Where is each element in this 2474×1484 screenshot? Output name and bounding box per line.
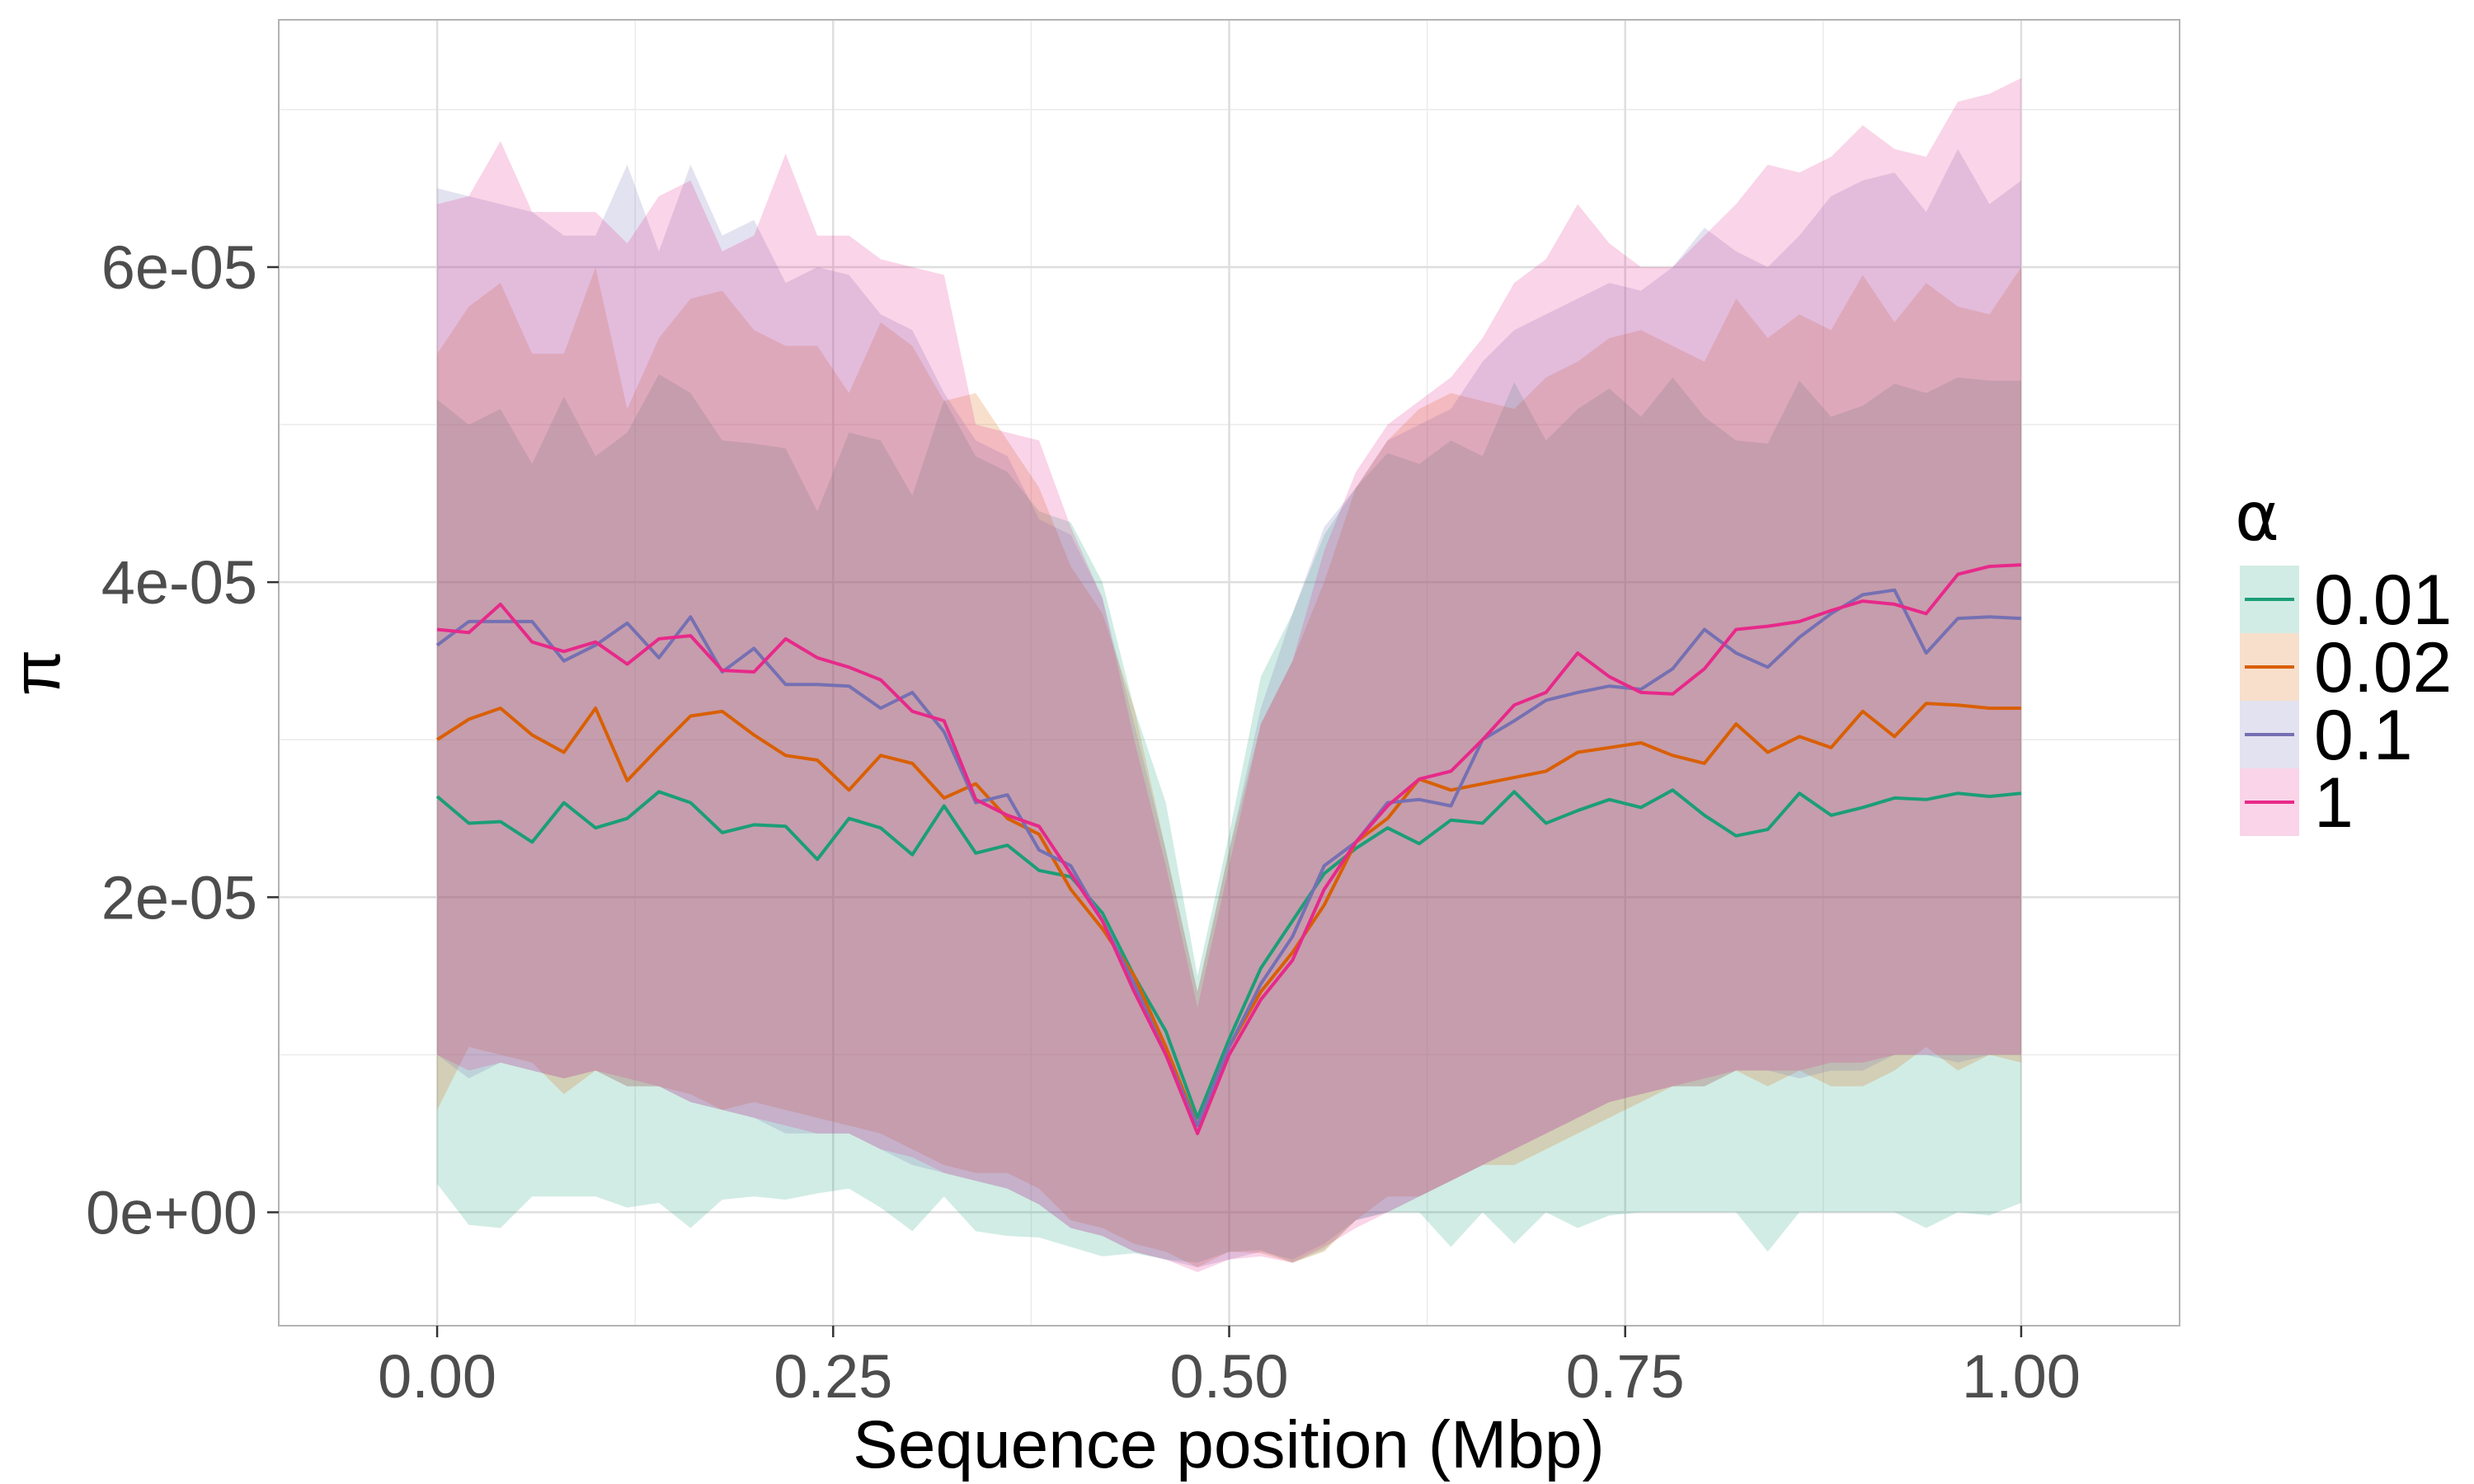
series-line-1	[436, 563, 2021, 1135]
x-tick-label: 0.75	[1566, 1342, 1685, 1411]
y-tick-label: 6e-05	[101, 233, 257, 302]
x-axis-title: Sequence position (Mbp)	[853, 1407, 1605, 1482]
series-line-0.1	[435, 588, 2021, 1128]
major-gridlines	[279, 20, 2180, 1326]
legend-title: α	[2235, 478, 2279, 556]
series-line-0.01	[435, 788, 2022, 1120]
x-axis: 0.00 0.25 0.50 0.75 1.00	[378, 1326, 2081, 1411]
x-tick-label: 0.50	[1169, 1342, 1288, 1411]
x-tick-label: 1.00	[1962, 1342, 2081, 1411]
confidence-ribbons	[437, 77, 2021, 1273]
x-tick-label: 0.00	[378, 1342, 496, 1411]
ribbon-0.01	[437, 373, 2021, 1263]
series-lines	[435, 563, 2022, 1135]
y-tick-label: 0e+00	[86, 1178, 257, 1247]
y-tick-label: 2e-05	[101, 863, 257, 932]
legend-label-0.1: 0.1	[2314, 696, 2413, 775]
legend-label-0.02: 0.02	[2314, 628, 2452, 707]
ribbon-0.1	[437, 148, 2021, 1268]
y-axis-title: π	[0, 650, 74, 697]
y-tick-label: 4e-05	[101, 548, 257, 617]
y-axis: 0e+00 2e-05 4e-05 6e-05	[86, 233, 279, 1247]
legend-label-1: 1	[2314, 763, 2354, 843]
legend: α 0.010.020.11	[2235, 478, 2452, 843]
x-tick-label: 0.25	[774, 1342, 892, 1411]
ribbon-1	[437, 77, 2021, 1273]
legend-label-0.01: 0.01	[2314, 561, 2452, 640]
ribbon-0.02	[437, 267, 2021, 1268]
